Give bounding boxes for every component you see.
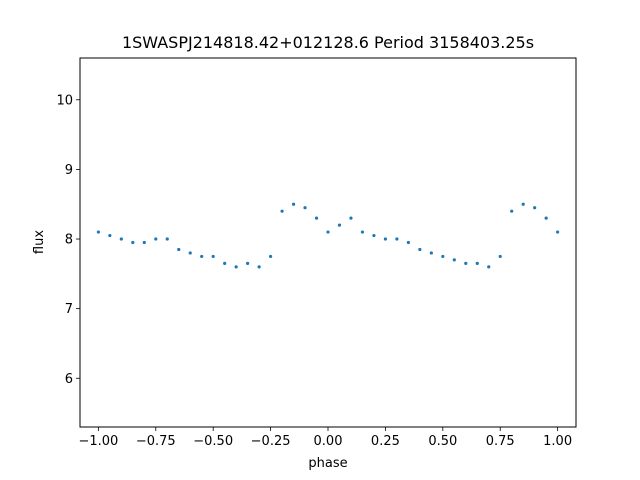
data-point xyxy=(544,216,548,220)
data-point xyxy=(188,251,192,255)
data-point xyxy=(521,202,525,206)
data-point xyxy=(142,240,146,245)
data-point xyxy=(429,251,433,255)
data-point xyxy=(349,216,353,220)
data-point xyxy=(211,254,215,259)
data-point xyxy=(291,202,296,206)
data-point xyxy=(314,216,319,220)
x-tick-label: −0.25 xyxy=(251,434,291,449)
x-tick-label: −0.50 xyxy=(193,434,233,449)
data-point xyxy=(498,254,502,259)
data-point xyxy=(533,206,537,210)
data-point xyxy=(441,254,445,259)
data-point xyxy=(337,223,342,227)
data-point xyxy=(475,261,479,265)
data-point xyxy=(234,265,238,269)
y-tick-label: 6 xyxy=(65,372,73,387)
data-point xyxy=(556,230,560,234)
data-point xyxy=(177,247,181,252)
data-point xyxy=(165,237,169,241)
data-point xyxy=(395,237,399,241)
data-point xyxy=(418,247,422,252)
chart-title: 1SWASPJ214818.42+012128.6 Period 3158403… xyxy=(122,33,534,52)
y-tick-label: 7 xyxy=(65,302,73,317)
data-point xyxy=(383,237,388,241)
y-axis-label: flux xyxy=(32,230,47,254)
y-tick-label: 10 xyxy=(56,93,73,108)
data-point xyxy=(200,254,204,259)
x-tick-label: 0.75 xyxy=(486,434,515,449)
y-tick-label: 9 xyxy=(65,163,73,178)
data-point xyxy=(268,254,273,259)
x-tick-label: 0.25 xyxy=(371,434,400,449)
x-tick-label: 0.00 xyxy=(314,434,343,449)
x-tick-label: −0.75 xyxy=(136,434,176,449)
data-points xyxy=(96,202,560,269)
data-point xyxy=(510,209,514,213)
data-point xyxy=(96,230,100,234)
data-point xyxy=(246,261,250,265)
data-point xyxy=(487,265,491,269)
data-point xyxy=(154,237,158,241)
x-axis-label: phase xyxy=(308,456,347,471)
data-point xyxy=(280,209,284,213)
x-tick-label: 1.00 xyxy=(543,434,572,449)
x-axis-ticks: −1.00 −0.75 −0.50 −0.25 0.00 0.25 0.50 0.75 1.00 xyxy=(78,427,572,449)
data-point xyxy=(119,237,123,241)
data-point xyxy=(303,206,307,210)
data-point xyxy=(406,240,410,245)
data-point xyxy=(108,233,112,238)
data-point xyxy=(326,230,330,234)
data-point xyxy=(360,230,365,234)
data-point xyxy=(452,258,456,262)
x-tick-label: 0.50 xyxy=(428,434,457,449)
x-tick-label: −1.00 xyxy=(78,434,118,449)
y-axis-ticks: 6 7 8 9 10 xyxy=(56,93,80,387)
data-point xyxy=(372,233,376,238)
data-point xyxy=(257,265,261,269)
y-tick-label: 8 xyxy=(65,233,73,248)
data-point xyxy=(223,261,227,265)
data-point xyxy=(464,261,468,265)
plot-frame xyxy=(79,57,577,428)
data-point xyxy=(131,240,135,245)
